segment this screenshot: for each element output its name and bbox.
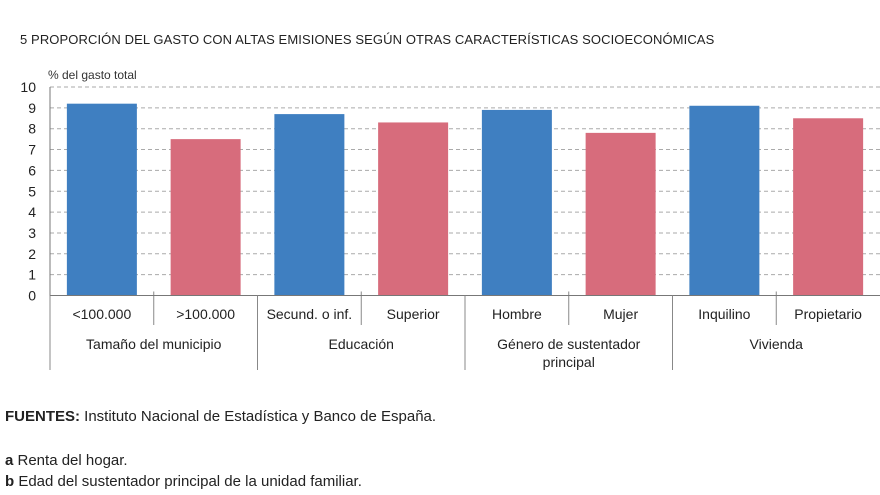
note-b: b Edad del sustentador principal de la u… — [5, 473, 362, 490]
y-tick-label: 9 — [28, 100, 36, 116]
group-label: principal — [543, 354, 595, 370]
bar-chart: % del gasto total 0 1 2 3 4 5 6 7 8 9 10 <100.000 >10… — [20, 68, 880, 370]
bar — [481, 109, 552, 296]
y-tick-label: 4 — [28, 204, 36, 220]
y-tick-label: 8 — [28, 121, 36, 137]
group-label: Educación — [329, 336, 394, 352]
x-tick-label: Propietario — [794, 306, 862, 322]
y-tick-label: 10 — [20, 79, 36, 95]
note-a: a Renta del hogar. — [5, 452, 128, 469]
x-tick-label: Secund. o inf. — [267, 306, 353, 322]
sources-text: Instituto Nacional de Estadística y Banc… — [80, 408, 437, 425]
y-tick-label: 6 — [28, 162, 36, 178]
y-tick-label: 7 — [28, 142, 36, 158]
bar — [689, 105, 760, 296]
bar — [378, 122, 449, 296]
x-tick-label: Mujer — [603, 306, 638, 322]
y-tick-label: 1 — [28, 267, 36, 283]
x-tick-label: Inquilino — [698, 306, 750, 322]
y-tick-label: 0 — [28, 288, 36, 304]
group-label: Vivienda — [750, 336, 804, 352]
group-label: Tamaño del municipio — [86, 336, 222, 352]
bar — [585, 132, 656, 296]
group-label: Género de sustentador — [497, 336, 641, 352]
bar — [793, 118, 864, 296]
sources: FUENTES: Instituto Nacional de Estadísti… — [5, 408, 436, 425]
bar — [170, 139, 241, 296]
x-tick-label: <100.000 — [72, 306, 131, 322]
sources-label: FUENTES: — [5, 408, 80, 425]
bar — [274, 114, 345, 296]
y-tick-label: 5 — [28, 183, 36, 199]
x-tick-label: Superior — [387, 306, 440, 322]
x-tick-label: >100.000 — [176, 306, 235, 322]
y-axis-label: % del gasto total — [48, 68, 137, 82]
x-tick-label: Hombre — [492, 306, 542, 322]
y-tick-label: 2 — [28, 246, 36, 262]
y-tick-label: 3 — [28, 225, 36, 241]
chart-title: 5 PROPORCIÓN DEL GASTO CON ALTAS EMISION… — [20, 32, 715, 47]
bar — [66, 103, 137, 296]
